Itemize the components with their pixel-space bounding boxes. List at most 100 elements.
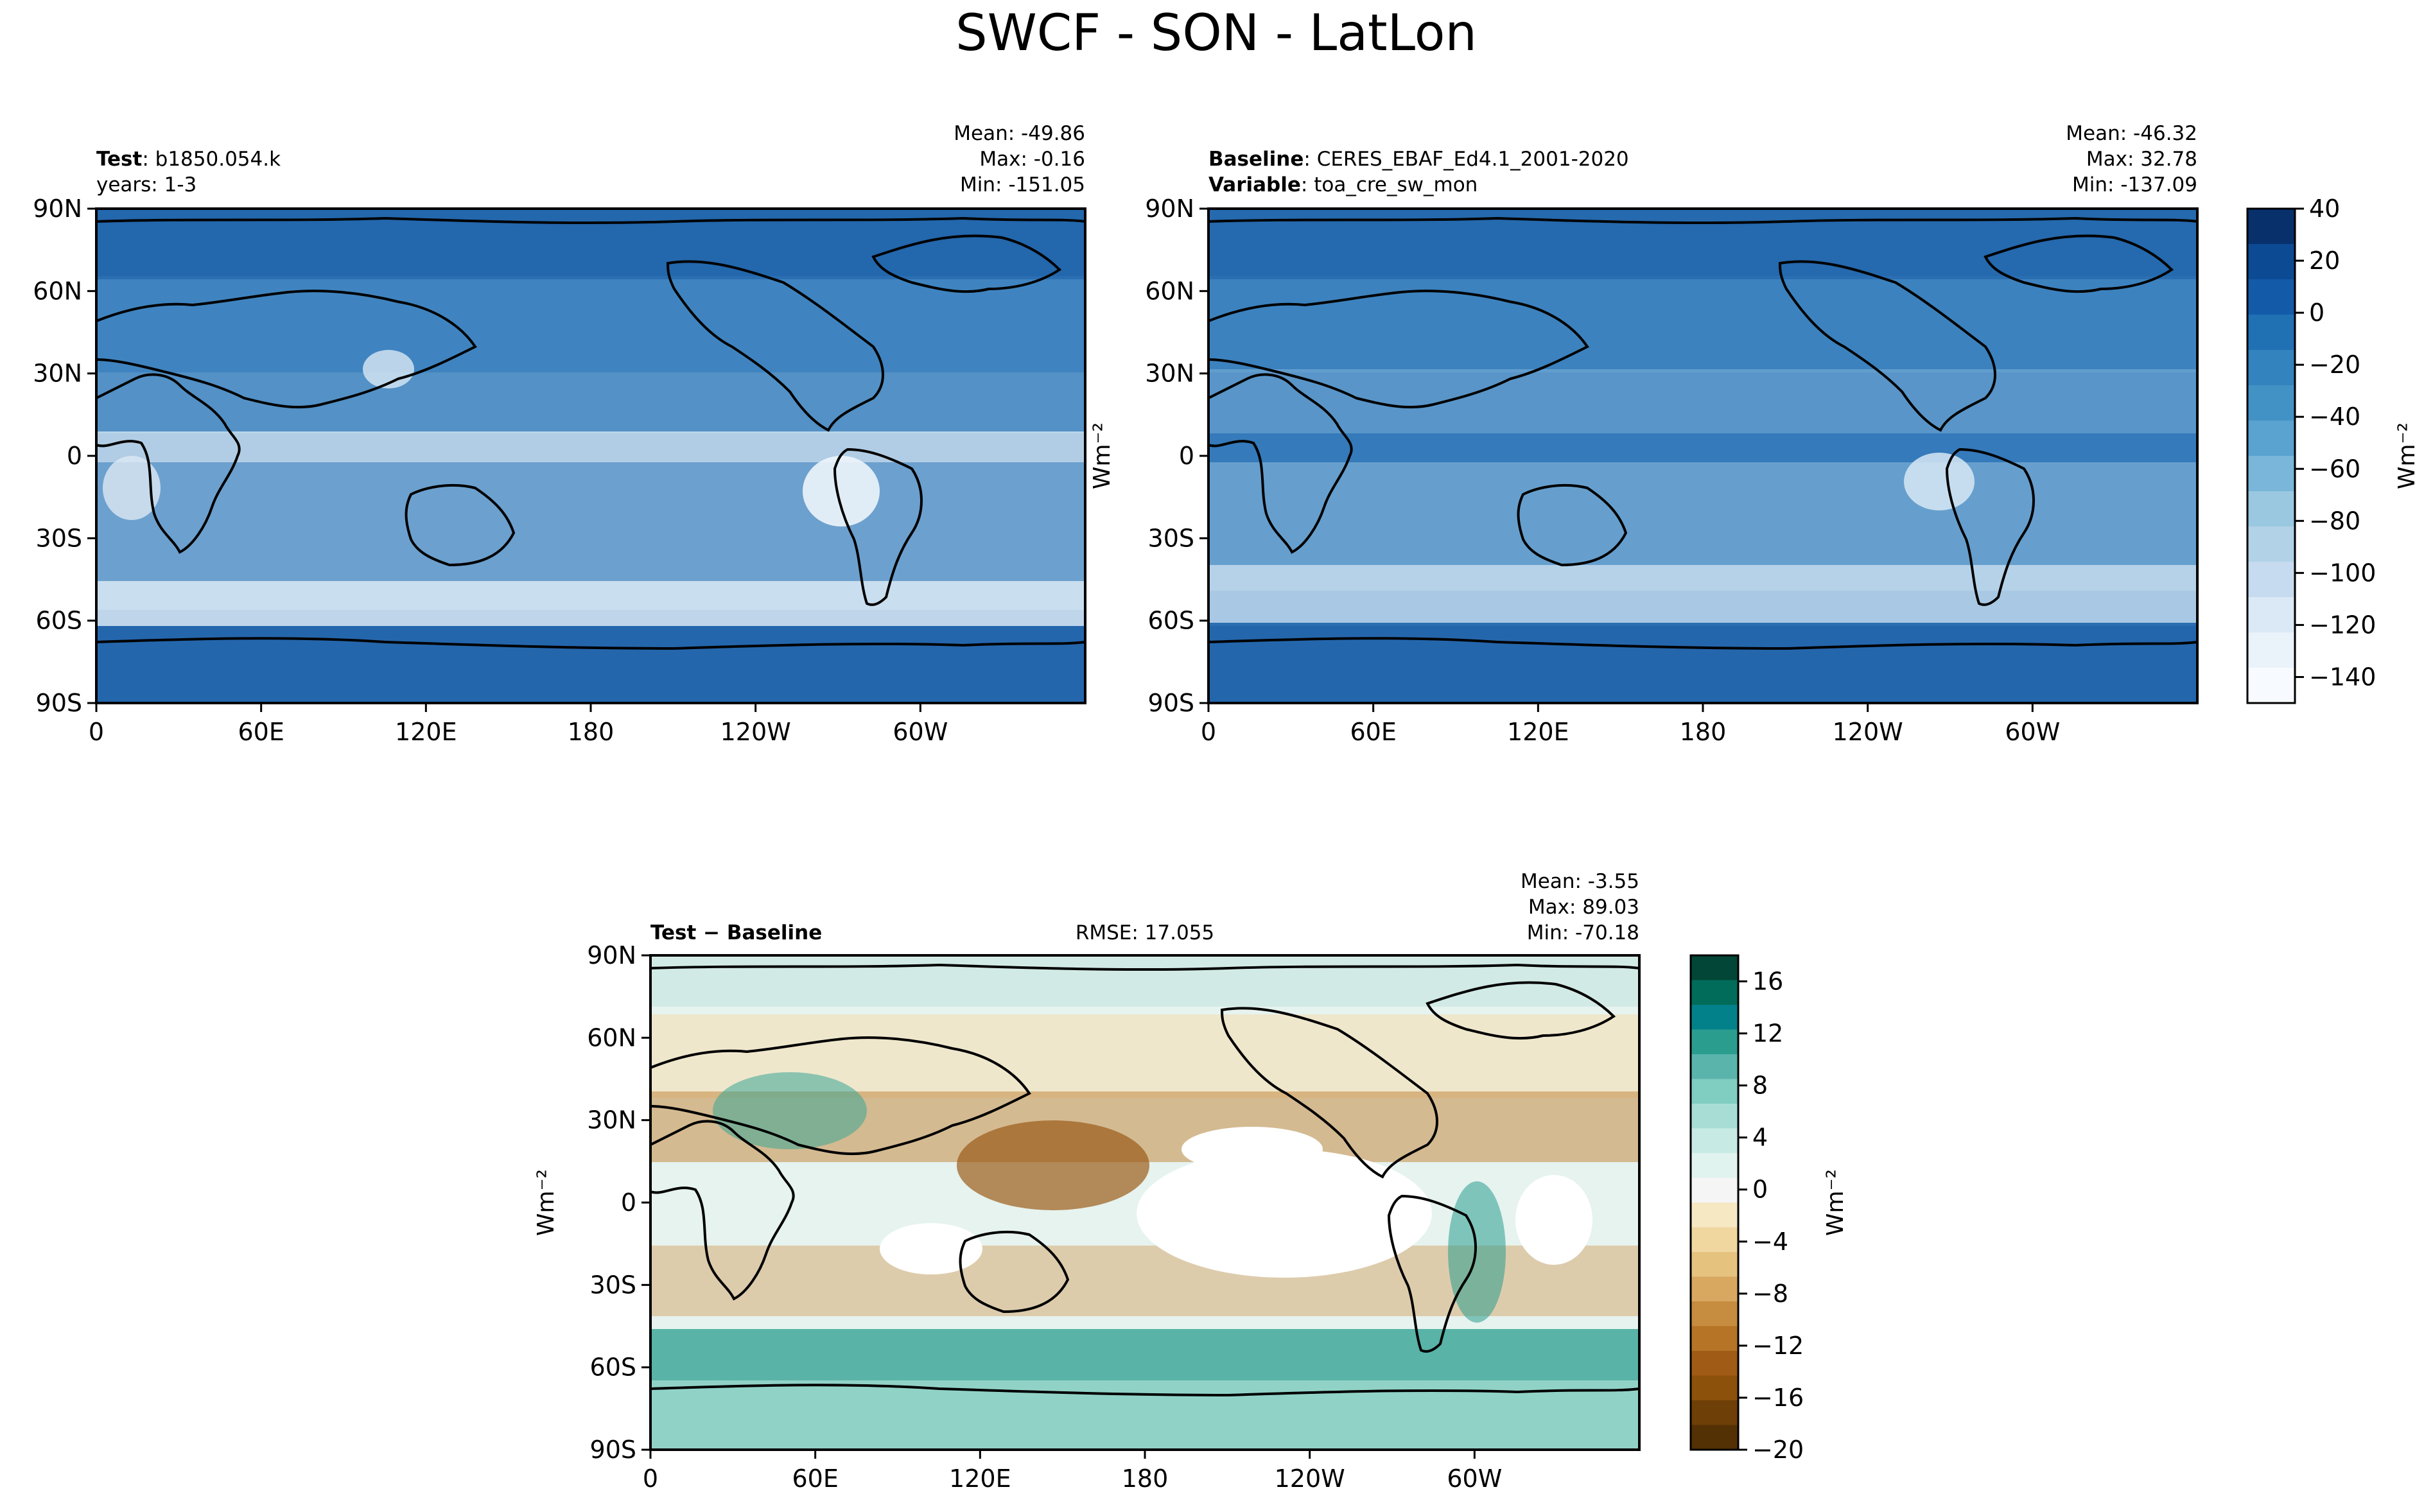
test-ytick-label: 30N xyxy=(33,360,82,388)
baseline-band-subtrop-n xyxy=(1208,369,2197,433)
test-xtick-label: 0 xyxy=(89,718,104,746)
main-colorbar-cell xyxy=(2247,350,2295,386)
main-colorbar-cell xyxy=(2247,632,2295,668)
diff-blank-indian xyxy=(880,1223,982,1274)
test-xticks: 0 60E 120E 180 120W 60W xyxy=(89,703,948,746)
baseline-ytick-label: 30N xyxy=(1145,360,1194,388)
diff-colorbar-tick-label: 12 xyxy=(1752,1020,1783,1048)
main-colorbar-cell xyxy=(2247,491,2295,527)
diff-xticks: 0 60E 120E 180 120W 60W xyxy=(643,1450,1502,1493)
baseline-min: Min: -137.09 xyxy=(2072,173,2197,196)
test-map xyxy=(96,209,1086,703)
baseline-line2: Variable: toa_cre_sw_mon xyxy=(1208,173,1478,196)
main-colorbar-tick-label: −80 xyxy=(2309,507,2360,535)
test-panel: Test: b1850.054.k years: 1-3 Mean: -49.8… xyxy=(33,122,1086,746)
diff-colorbar-tick-label: −20 xyxy=(1752,1436,1804,1464)
test-coastlines xyxy=(96,216,1086,650)
baseline-mean: Mean: -46.32 xyxy=(2066,122,2197,145)
test-xtick-label: 60W xyxy=(893,718,948,746)
diff-colorbar-tick-label: −16 xyxy=(1752,1384,1804,1412)
main-colorbar-unit: Wm⁻² xyxy=(2394,422,2420,489)
test-band-storm-s xyxy=(96,581,1085,626)
figure-title: SWCF - SON - LatLon xyxy=(955,4,1477,62)
test-xtick-label: 120E xyxy=(395,718,457,746)
test-ytick-label: 60S xyxy=(36,607,82,635)
test-min: Min: -151.05 xyxy=(960,173,1085,196)
baseline-band-storm-s xyxy=(1208,565,2197,623)
test-band-subtrop-n xyxy=(96,372,1085,433)
baseline-band-n-mid xyxy=(1208,276,2197,372)
main-colorbar-cell xyxy=(2247,279,2295,315)
upper-axis-unit: Wm⁻² xyxy=(1089,422,1115,489)
main-colorbar-ticks: 40 20 0 −20 −40 −60 −80 −100 −120 −140 xyxy=(2295,195,2376,691)
baseline-cloud-sc-peru xyxy=(1904,453,1975,510)
diff-teal-n-africa xyxy=(713,1072,867,1149)
diff-colorbar-tick-label: 8 xyxy=(1752,1072,1768,1100)
diff-ytick-label: 90S xyxy=(590,1436,636,1464)
baseline-ytick-label: 90S xyxy=(1148,689,1194,717)
test-xtick-label: 180 xyxy=(568,718,615,746)
baseline-line1: Baseline: CERES_EBAF_Ed4.1_2001-2020 xyxy=(1208,148,1629,171)
diff-colorbar-tick-label: 16 xyxy=(1752,968,1783,996)
diff-band-arctic xyxy=(650,955,1639,1007)
diff-colorbar-cell xyxy=(1691,1252,1738,1278)
baseline-xtick-label: 60W xyxy=(2005,718,2060,746)
diff-ytick-label: 60S xyxy=(590,1353,636,1382)
diff-colorbar-cell xyxy=(1691,1351,1738,1377)
diff-mean: Mean: -3.55 xyxy=(1521,870,1639,893)
baseline-panel: Baseline: CERES_EBAF_Ed4.1_2001-2020 Var… xyxy=(1145,122,2199,746)
diff-colorbar-cell xyxy=(1691,1079,1738,1104)
main-colorbar-frame xyxy=(2246,207,2296,704)
main-colorbar-tick-label: −40 xyxy=(2309,403,2360,431)
diff-colorbar-cell xyxy=(1691,1128,1738,1154)
main-colorbar-tick-label: −20 xyxy=(2309,351,2360,379)
diff-colorbar-cell xyxy=(1691,1054,1738,1080)
diff-colorbar-cell xyxy=(1691,1276,1738,1302)
diff-colorbar-cell xyxy=(1691,1203,1738,1228)
diff-coastlines xyxy=(650,963,1640,1397)
main-colorbar-cell xyxy=(2247,597,2295,633)
test-ytick-label: 90N xyxy=(33,195,82,223)
baseline-coastlines xyxy=(1208,216,2198,650)
diff-colorbar-cell xyxy=(1691,955,1738,981)
baseline-max: Max: 32.78 xyxy=(2086,148,2197,171)
main-colorbar-tick-label: 0 xyxy=(2309,299,2324,327)
main-colorbar: 40 20 0 −20 −40 −60 −80 −100 −120 −140 Wm⁻² xyxy=(2246,195,2420,704)
test-years: years: 1-3 xyxy=(96,173,196,196)
main-colorbar-cell xyxy=(2247,668,2295,704)
diff-rmse: RMSE: 17.055 xyxy=(1076,921,1214,944)
test-cloud-sc-namibia xyxy=(103,456,161,520)
baseline-ytick-label: 60N xyxy=(1145,277,1194,305)
diff-label: Test − Baseline xyxy=(650,921,822,944)
test-mean: Mean: -49.86 xyxy=(954,122,1085,145)
baseline-xtick-label: 120E xyxy=(1507,718,1569,746)
main-colorbar-cells xyxy=(2247,209,2295,704)
diff-colorbar-cell xyxy=(1691,1177,1738,1203)
test-ytick-label: 60N xyxy=(33,277,82,305)
main-colorbar-tick-label: −60 xyxy=(2309,455,2360,483)
diff-colorbar-cell xyxy=(1691,980,1738,1005)
diff-xtick-label: 60E xyxy=(792,1464,838,1493)
main-colorbar-tick-label: 20 xyxy=(2309,247,2340,275)
main-colorbar-cell xyxy=(2247,562,2295,598)
test-yticks: 90N 60N 30N 0 30S 60S 90S xyxy=(33,195,96,717)
diff-max: Max: 89.03 xyxy=(1528,896,1639,919)
diff-colorbar-tick-label: −12 xyxy=(1752,1332,1804,1360)
baseline-xtick-label: 180 xyxy=(1680,718,1727,746)
diff-colorbar-unit: Wm⁻² xyxy=(1822,1169,1849,1236)
diff-xtick-label: 120W xyxy=(1275,1464,1345,1493)
diff-colorbar-cells xyxy=(1691,955,1738,1450)
main-colorbar-cell xyxy=(2247,526,2295,562)
baseline-band-itcz xyxy=(1208,433,2197,462)
diff-xtick-label: 60W xyxy=(1447,1464,1502,1493)
test-ytick-label: 30S xyxy=(36,524,82,552)
diff-ytick-label: 30S xyxy=(590,1271,636,1299)
baseline-ytick-label: 30S xyxy=(1148,524,1194,552)
diff-yticks: 90N 60N 30N 0 30S 60S 90S xyxy=(587,941,650,1464)
diff-min: Min: -70.18 xyxy=(1527,921,1639,944)
test-xtick-label: 120W xyxy=(720,718,791,746)
test-ytick-label: 90S xyxy=(36,689,82,717)
diff-blank-pacific xyxy=(1137,1149,1432,1278)
main-colorbar-tick-label: −120 xyxy=(2309,611,2376,639)
